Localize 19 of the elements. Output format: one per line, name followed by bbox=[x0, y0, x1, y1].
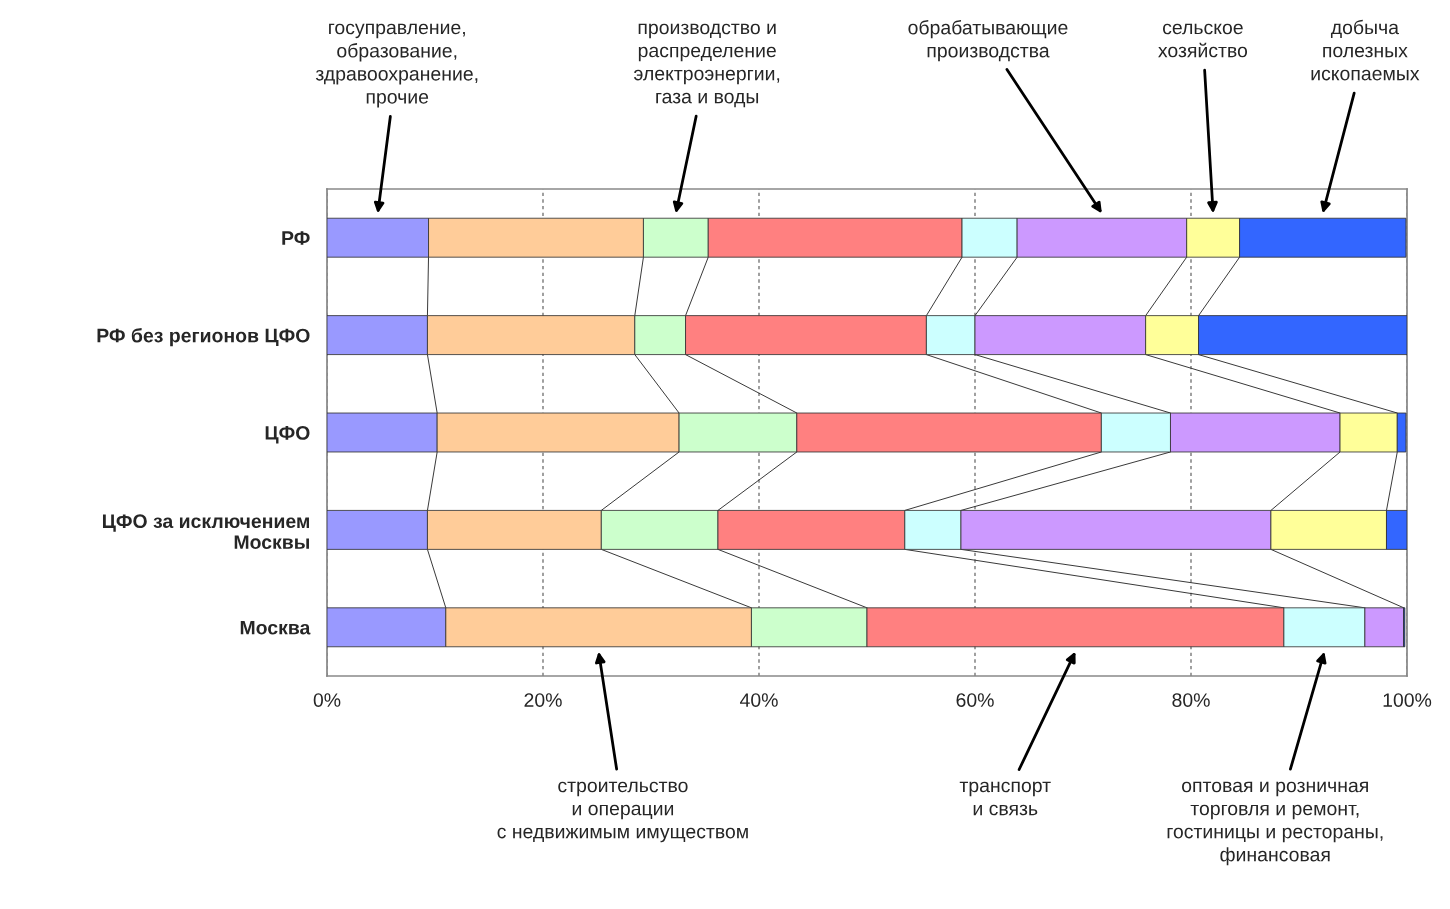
text: обрабатывающие производства bbox=[908, 20, 1068, 62]
x-tick-label: 20% bbox=[524, 693, 562, 707]
text: строительство и операции с недвижимым имуществом bbox=[497, 781, 748, 843]
text: оптовая и розничная торговля и ремонт, гостиницы и рестораны, финансовая bbox=[1167, 781, 1383, 866]
text: госуправление, образование, здравоохранение, прочие bbox=[315, 23, 478, 108]
x-tick-label: 100% bbox=[1383, 693, 1432, 707]
text: сельское хозяйство bbox=[1158, 23, 1248, 58]
y-tick-label: Москва bbox=[240, 620, 311, 635]
y-tick-label: ЦФО за исключением Москвы bbox=[102, 514, 309, 550]
text: добыча полезных ископаемых bbox=[1311, 19, 1420, 81]
y-tick-label: ЦФО bbox=[265, 425, 310, 444]
text: транспорт и связь bbox=[959, 781, 1051, 816]
y-tick-label: РФ без регионов ЦФО bbox=[97, 327, 310, 347]
x-tick-label: 0% bbox=[313, 693, 341, 707]
text: производство и распределение электроэнергии, газа и воды bbox=[633, 23, 780, 108]
x-tick-label: 60% bbox=[956, 693, 994, 707]
x-tick-label: 80% bbox=[1172, 693, 1210, 707]
x-tick-label: 40% bbox=[739, 693, 778, 707]
y-tick-label: РФ bbox=[282, 231, 310, 245]
